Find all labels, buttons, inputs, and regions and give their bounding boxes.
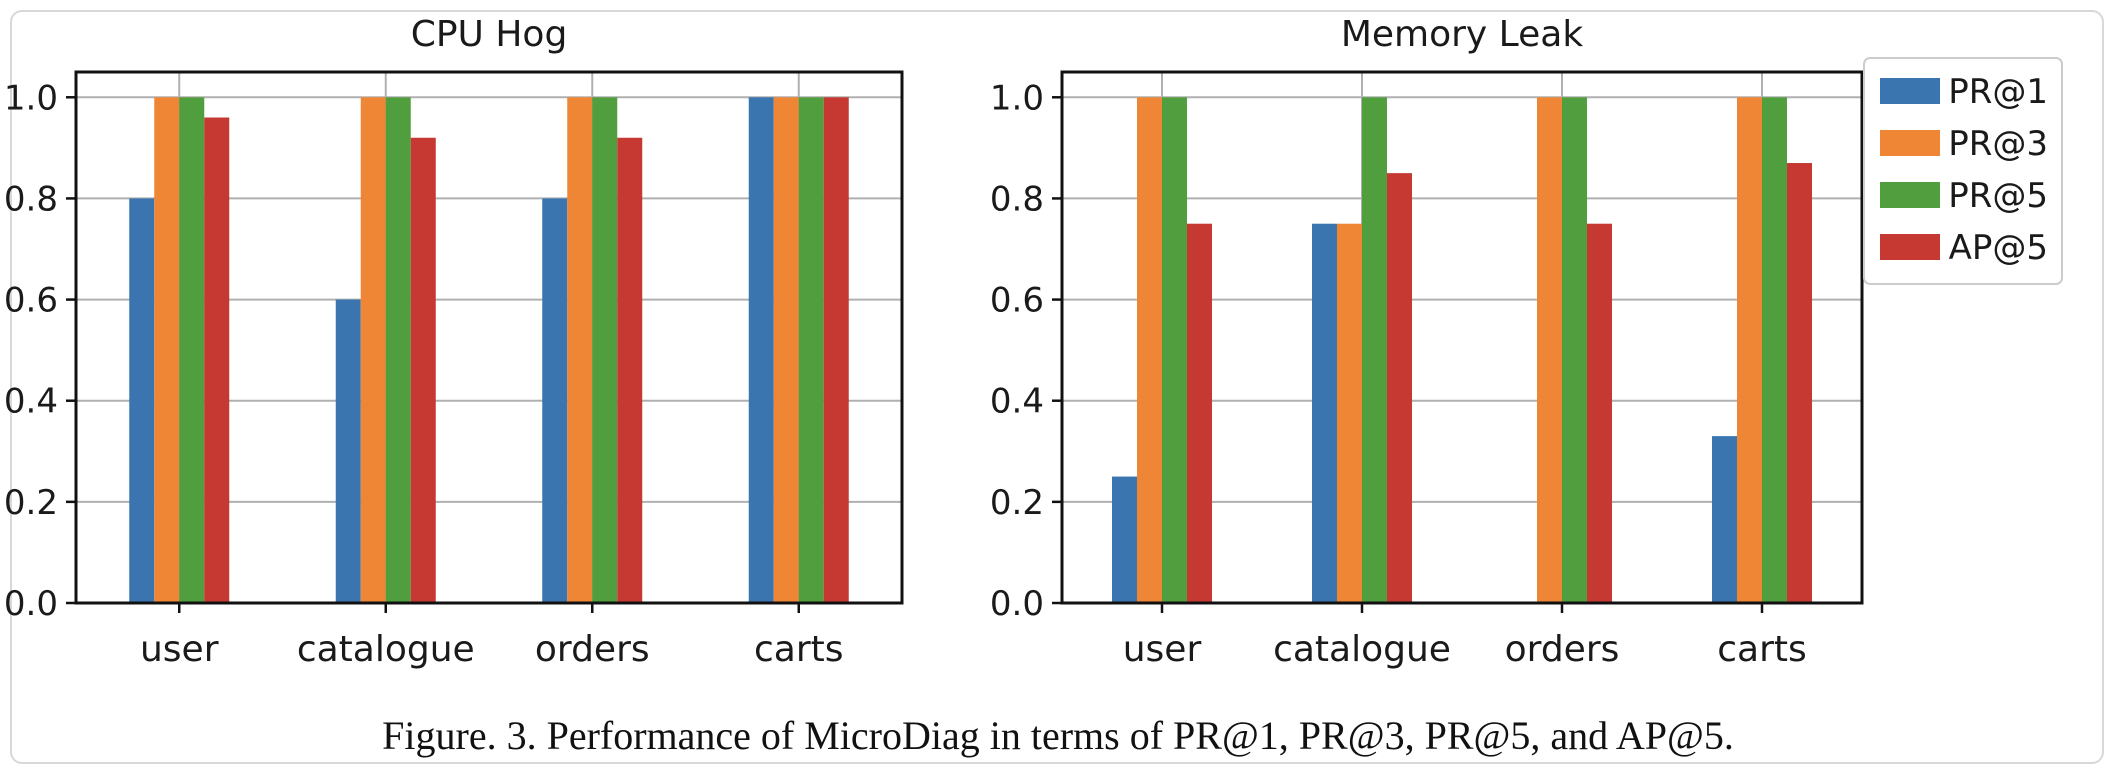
bar-pr-at-5-catalogue: [385, 97, 411, 604]
bar-ap-at-5-orders: [1587, 223, 1612, 603]
bar-pr-at-1-orders: [542, 198, 568, 603]
bar-pr-at-1-carts: [748, 97, 774, 604]
bar-pr-at-5-catalogue: [1362, 97, 1387, 604]
y-tick-label: 0.0: [4, 584, 58, 624]
bar-pr-at-3-orders: [567, 97, 593, 604]
bar-pr-at-1-catalogue: [1312, 223, 1337, 603]
y-tick-label: 1.0: [990, 78, 1044, 118]
x-tick-label-user: user: [140, 629, 219, 670]
y-tick-label: 0.0: [990, 584, 1044, 624]
legend-swatch-pr-at-3: [1880, 130, 1940, 156]
figure-caption: Figure. 3. Performance of MicroDiag in t…: [382, 713, 1734, 758]
legend-label-pr-at-5: PR@5: [1948, 176, 2048, 216]
bar-pr-at-5-user: [179, 97, 205, 604]
bar-pr-at-1-carts: [1712, 436, 1737, 603]
bar-ap-at-5-catalogue: [410, 137, 436, 603]
bar-pr-at-1-catalogue: [335, 299, 361, 603]
bar-pr-at-3-user: [154, 97, 180, 604]
bar-pr-at-5-orders: [592, 97, 618, 604]
x-tick-label-user: user: [1123, 629, 1202, 670]
bar-pr-at-5-carts: [1762, 97, 1787, 604]
chart-title: CPU Hog: [411, 14, 568, 55]
plot-frame: [74, 70, 904, 605]
bar-pr-at-3-carts: [773, 97, 799, 604]
bar-pr-at-3-orders: [1537, 97, 1562, 604]
legend-label-ap-at-5: AP@5: [1949, 228, 2048, 268]
y-tick-label: 0.8: [990, 179, 1044, 219]
x-tick-label-catalogue: catalogue: [1273, 629, 1451, 670]
legend-box: [1863, 57, 2063, 285]
x-tick-label-carts: carts: [1717, 629, 1807, 670]
y-tick-label: 0.6: [4, 281, 58, 321]
bar-pr-at-3-carts: [1737, 97, 1762, 604]
legend-swatch-ap-at-5: [1880, 234, 1940, 260]
legend: PR@1 PR@3 PR@5 AP@5: [1863, 57, 2063, 285]
x-tick-label-orders: orders: [535, 629, 650, 670]
bar-pr-at-1-user: [1112, 476, 1137, 603]
bar-pr-at-3-catalogue: [360, 97, 386, 604]
legend-swatch-pr-at-5: [1880, 182, 1940, 208]
y-tick-label: 0.2: [4, 483, 58, 523]
bar-ap-at-5-user: [1187, 223, 1212, 603]
y-tick-label: 0.4: [4, 382, 58, 422]
y-tick-label: 0.6: [990, 281, 1044, 321]
chart-title: Memory Leak: [1341, 14, 1583, 55]
bar-pr-at-5-carts: [798, 97, 824, 604]
bar-pr-at-3-user: [1137, 97, 1162, 604]
legend-swatch-pr-at-1: [1880, 78, 1940, 104]
y-tick-label: 0.4: [990, 382, 1044, 422]
x-tick-label-carts: carts: [754, 629, 844, 670]
bar-pr-at-5-user: [1162, 97, 1187, 604]
y-tick-label: 0.8: [4, 179, 58, 219]
plot-frame: [1060, 70, 1864, 605]
legend-label-pr-at-3: PR@3: [1948, 124, 2048, 164]
chart-panel-1: 0.0 0.2 0.4 0.6 0.8 1.0 user catalogue orders car…: [4, 14, 904, 670]
bar-pr-at-3-catalogue: [1337, 223, 1362, 603]
y-tick-label: 1.0: [4, 78, 58, 118]
x-tick-label-orders: orders: [1505, 629, 1620, 670]
bar-pr-at-1-user: [129, 198, 155, 603]
bar-ap-at-5-user: [204, 117, 230, 603]
bar-ap-at-5-catalogue: [1387, 173, 1412, 603]
y-tick-label: 0.2: [990, 483, 1044, 523]
bar-ap-at-5-orders: [617, 137, 643, 603]
legend-label-pr-at-1: PR@1: [1948, 72, 2048, 112]
bar-ap-at-5-carts: [1787, 163, 1812, 603]
bar-ap-at-5-carts: [823, 97, 849, 604]
bar-pr-at-5-orders: [1562, 97, 1587, 604]
chart-panel-2: 0.0 0.2 0.4 0.6 0.8 1.0 user catalogue orders car…: [990, 14, 2063, 670]
x-tick-label-catalogue: catalogue: [297, 629, 475, 670]
